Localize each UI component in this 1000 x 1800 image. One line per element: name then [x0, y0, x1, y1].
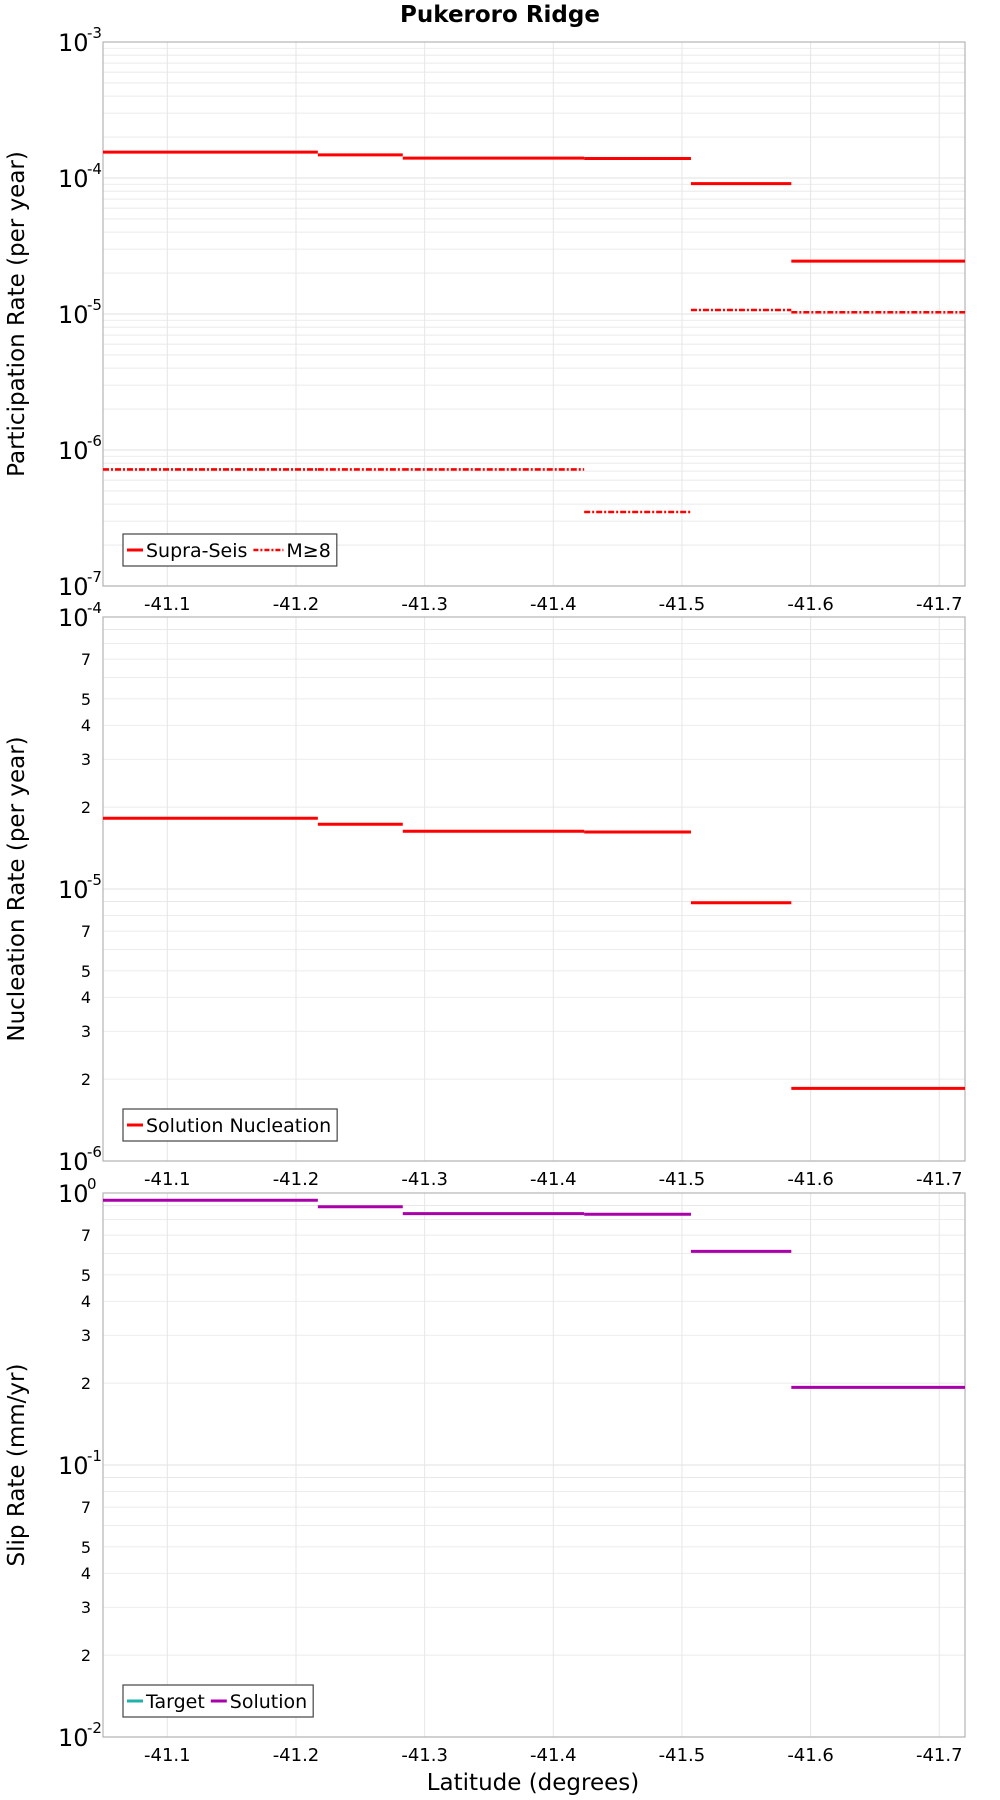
x-tick-label: -41.4	[530, 594, 577, 615]
y-tick-label: 10	[58, 29, 89, 57]
x-tick-label: -41.4	[530, 1169, 577, 1190]
legend-label: Supra-Seis	[146, 540, 247, 562]
x-tick-label: -41.3	[401, 1745, 448, 1766]
legend-label: Solution Nucleation	[146, 1115, 331, 1137]
y-tick-exponent: -5	[87, 296, 102, 314]
grid-lines	[103, 617, 965, 1162]
y-tick-exponent: -2	[87, 1719, 102, 1737]
y-tick-label: 10	[58, 604, 89, 632]
y-tick-exponent: -3	[87, 24, 102, 42]
y-minor-tick-label: 3	[81, 1598, 91, 1617]
y-minor-tick-label: 7	[81, 650, 91, 669]
legend-label: Solution	[230, 1691, 307, 1713]
y-tick-exponent: -1	[87, 1447, 102, 1465]
series-m-8	[103, 308, 965, 514]
y-tick-exponent: -4	[87, 160, 102, 178]
x-tick-label: -41.6	[787, 1169, 834, 1190]
legend-box	[122, 1684, 314, 1718]
x-axis-label: Latitude (degrees)	[427, 1770, 640, 1796]
y-axis-label: Participation Rate (per year)	[4, 151, 30, 477]
y-minor-tick-label: 3	[81, 1326, 91, 1345]
y-minor-tick-label: 3	[81, 750, 91, 769]
y-tick-label: 10	[58, 301, 89, 329]
y-minor-tick-label: 5	[81, 962, 91, 981]
y-minor-tick-label: 2	[81, 1646, 91, 1665]
y-tick-label: 10	[58, 437, 89, 465]
grid-lines	[103, 42, 965, 587]
y-minor-tick-label: 2	[81, 1374, 91, 1393]
plot-frame	[102, 1192, 966, 1738]
x-tick-label: -41.2	[273, 1169, 320, 1190]
legend: Supra-Seis M≥8	[122, 533, 338, 567]
y-tick-label: 10	[58, 1724, 89, 1752]
legend-label: Target	[145, 1691, 205, 1713]
x-tick-label: -41.1	[144, 1169, 191, 1190]
x-tick-label: -41.5	[659, 594, 706, 615]
x-tick-label: -41.1	[144, 594, 191, 615]
series-solution-nucleation	[103, 816, 965, 1090]
y-tick-exponent: -5	[87, 871, 102, 889]
x-tick-label: -41.7	[916, 1169, 963, 1190]
y-minor-tick-label: 7	[81, 922, 91, 941]
y-tick-exponent: -4	[87, 599, 102, 617]
x-tick-label: -41.5	[659, 1169, 706, 1190]
y-minor-tick-label: 2	[81, 1070, 91, 1089]
y-minor-tick-label: 5	[81, 1266, 91, 1285]
panel-1: 10-310-410-510-610-7-41.1 -41.2 -41.3 -41.4…	[4, 24, 966, 615]
legend: Target Solution	[122, 1684, 314, 1718]
y-tick-label: 10	[58, 1148, 89, 1176]
x-tick-label: -41.2	[273, 1745, 320, 1766]
plot-frame	[102, 616, 966, 1162]
legend-label: M≥8	[286, 540, 330, 562]
y-minor-tick-label: 4	[81, 716, 91, 735]
x-tick-label: -41.7	[916, 1745, 963, 1766]
series-supra-seis	[103, 150, 965, 263]
legend-box	[122, 533, 338, 567]
x-tick-label: -41.1	[144, 1745, 191, 1766]
y-minor-tick-label: 3	[81, 1022, 91, 1041]
y-axis-label: Slip Rate (mm/yr)	[4, 1364, 30, 1567]
y-minor-tick-label: 4	[81, 988, 91, 1007]
y-minor-tick-label: 5	[81, 690, 91, 709]
x-tick-label: -41.6	[787, 1745, 834, 1766]
y-tick-exponent: -6	[87, 1143, 102, 1161]
y-tick-exponent: -6	[87, 432, 102, 450]
series-solution	[103, 1198, 965, 1389]
chart-title: Pukeroro Ridge	[400, 2, 600, 28]
y-axis-label: Nucleation Rate (per year)	[4, 736, 30, 1041]
plot-frame	[102, 41, 966, 587]
y-tick-label: 10	[58, 876, 89, 904]
y-tick-label: 10	[58, 573, 89, 601]
y-tick-label: 10	[58, 1180, 89, 1208]
y-minor-tick-label: 4	[81, 1564, 91, 1583]
x-tick-label: -41.4	[530, 1745, 577, 1766]
x-tick-label: -41.6	[787, 594, 834, 615]
y-minor-tick-label: 2	[81, 798, 91, 817]
x-tick-label: -41.5	[659, 1745, 706, 1766]
y-tick-exponent: -7	[87, 568, 102, 586]
x-tick-label: -41.7	[916, 594, 963, 615]
x-tick-label: -41.3	[401, 1169, 448, 1190]
y-minor-tick-label: 4	[81, 1292, 91, 1311]
y-tick-label: 10	[58, 1452, 89, 1480]
y-tick-label: 10	[58, 165, 89, 193]
legend-box	[122, 1108, 338, 1142]
x-tick-label: -41.2	[273, 594, 320, 615]
y-minor-tick-label: 5	[81, 1538, 91, 1557]
y-tick-exponent: 0	[87, 1175, 97, 1193]
y-minor-tick-label: 7	[81, 1498, 91, 1517]
legend: Solution Nucleation	[122, 1108, 338, 1142]
y-minor-tick-label: 7	[81, 1226, 91, 1245]
x-tick-label: -41.3	[401, 594, 448, 615]
grid-lines	[103, 1193, 965, 1738]
